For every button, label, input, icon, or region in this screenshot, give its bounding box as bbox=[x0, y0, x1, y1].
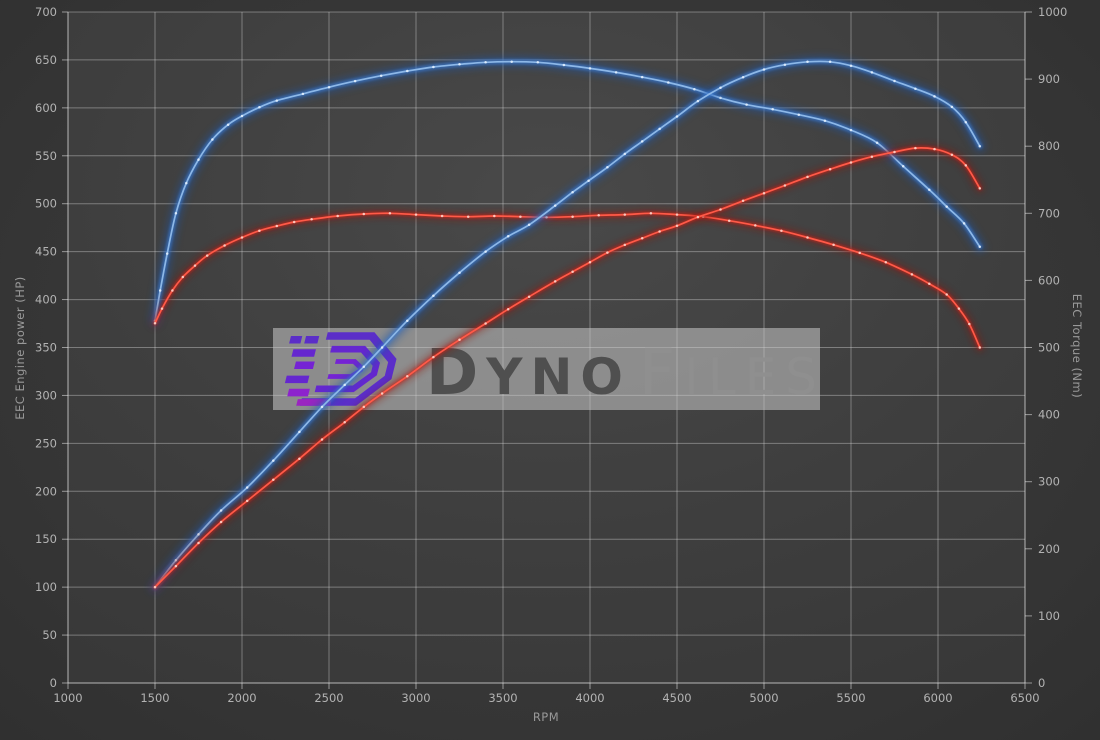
y-right-tick-label: 400 bbox=[1038, 408, 1060, 422]
x-tick-label: 1500 bbox=[140, 691, 169, 705]
y-right-tick-label: 300 bbox=[1038, 475, 1060, 489]
y-left-tick-label: 0 bbox=[50, 676, 57, 690]
y-right-tick-label: 700 bbox=[1038, 206, 1060, 220]
y-right-tick-label: 500 bbox=[1038, 341, 1060, 355]
y-left-tick-label: 450 bbox=[35, 245, 57, 259]
x-tick-label: 2500 bbox=[314, 691, 343, 705]
y-left-tick-label: 200 bbox=[35, 484, 57, 498]
dynofiles-logo-icon bbox=[284, 332, 397, 406]
y-right-tick-label: 200 bbox=[1038, 542, 1060, 556]
y-left-tick-label: 400 bbox=[35, 293, 57, 307]
logo-speed-d-glyph bbox=[284, 332, 397, 406]
x-tick-label: 5500 bbox=[836, 691, 865, 705]
watermark-text-bold: DYNO bbox=[426, 335, 631, 409]
y-left-tick-label: 150 bbox=[35, 532, 57, 546]
watermark-text-light: FILES bbox=[638, 335, 827, 409]
y-left-tick-label: 300 bbox=[35, 388, 57, 402]
x-tick-label: 6000 bbox=[923, 691, 952, 705]
y-right-tick-label: 100 bbox=[1038, 609, 1060, 623]
y-right-tick-label: 0 bbox=[1038, 676, 1045, 690]
x-axis-title: RPM bbox=[532, 710, 560, 724]
y-right-tick-label: 600 bbox=[1038, 273, 1060, 287]
x-tick-label: 3500 bbox=[488, 691, 517, 705]
y-left-tick-label: 350 bbox=[35, 341, 57, 355]
y-left-tick-label: 500 bbox=[35, 197, 57, 211]
y-left-tick-label: 100 bbox=[35, 580, 57, 594]
x-tick-label: 4500 bbox=[662, 691, 691, 705]
y-left-tick-label: 650 bbox=[35, 53, 57, 67]
y-left-tick-label: 600 bbox=[35, 101, 57, 115]
x-tick-label: 4000 bbox=[575, 691, 604, 705]
x-tick-label: 3000 bbox=[401, 691, 430, 705]
tick-labels: 0 50 100 150 200 250 300 350 400 450 500 550 600 650 7… bbox=[35, 5, 1067, 705]
y-right-tick-label: 800 bbox=[1038, 139, 1060, 153]
x-tick-label: 6500 bbox=[1010, 691, 1039, 705]
y-right-tick-label: 900 bbox=[1038, 72, 1060, 86]
y-left-tick-label: 700 bbox=[35, 5, 57, 19]
x-tick-label: 2000 bbox=[227, 691, 256, 705]
y-left-tick-label: 550 bbox=[35, 149, 57, 163]
y-left-tick-label: 50 bbox=[42, 628, 57, 642]
tick-marks bbox=[62, 11, 1032, 689]
y-right-tick-label: 1000 bbox=[1038, 5, 1067, 19]
watermark-overlay: DYNO FILES bbox=[273, 328, 820, 410]
watermark-wordmark: DYNO FILES bbox=[426, 341, 826, 404]
x-tick-label: 5000 bbox=[749, 691, 778, 705]
y-left-tick-label: 250 bbox=[35, 436, 57, 450]
x-tick-label: 1000 bbox=[53, 691, 82, 705]
